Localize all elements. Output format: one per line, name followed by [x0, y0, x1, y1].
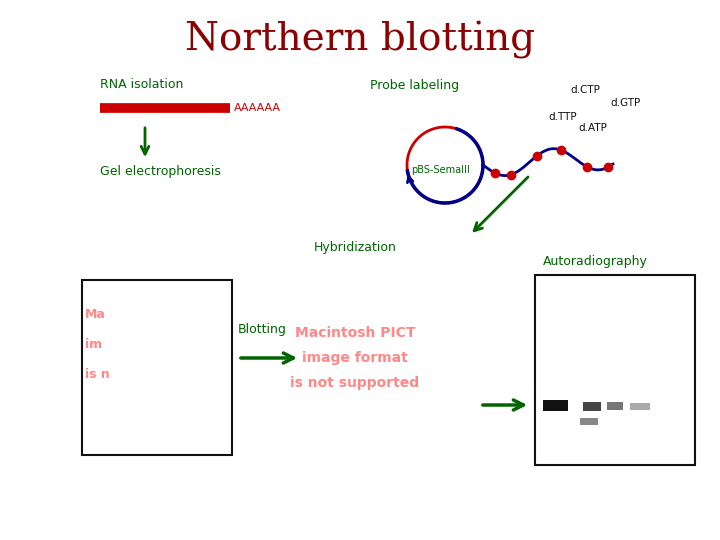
- Text: Autoradiography: Autoradiography: [543, 255, 648, 268]
- Text: Probe labeling: Probe labeling: [370, 78, 459, 91]
- Text: is n: is n: [85, 368, 109, 381]
- Bar: [580, 418, 598, 425]
- Text: d.TTP: d.TTP: [548, 112, 577, 122]
- Bar: [543, 400, 568, 411]
- Text: RNA isolation: RNA isolation: [100, 78, 184, 91]
- Bar: [82, 280, 232, 455]
- Text: is not supported: is not supported: [290, 376, 420, 390]
- Text: d.ATP: d.ATP: [578, 123, 607, 133]
- Text: Macintosh PICT: Macintosh PICT: [294, 326, 415, 340]
- Bar: [607, 402, 623, 410]
- Text: Ma: Ma: [85, 308, 106, 321]
- Text: AAAAAA: AAAAAA: [234, 103, 281, 113]
- Bar: [583, 402, 601, 411]
- Text: d.GTP: d.GTP: [610, 98, 640, 108]
- Text: d.CTP: d.CTP: [570, 85, 600, 95]
- Text: image format: image format: [302, 351, 408, 365]
- Text: Blotting: Blotting: [238, 323, 287, 336]
- Text: Gel electrophoresis: Gel electrophoresis: [100, 165, 221, 179]
- Text: Hybridization: Hybridization: [314, 241, 397, 254]
- Text: im: im: [85, 339, 102, 352]
- Bar: [630, 403, 650, 410]
- Bar: [535, 275, 695, 465]
- Text: pBS-SemaIII: pBS-SemaIII: [410, 165, 469, 175]
- Text: Northern blotting: Northern blotting: [185, 21, 535, 59]
